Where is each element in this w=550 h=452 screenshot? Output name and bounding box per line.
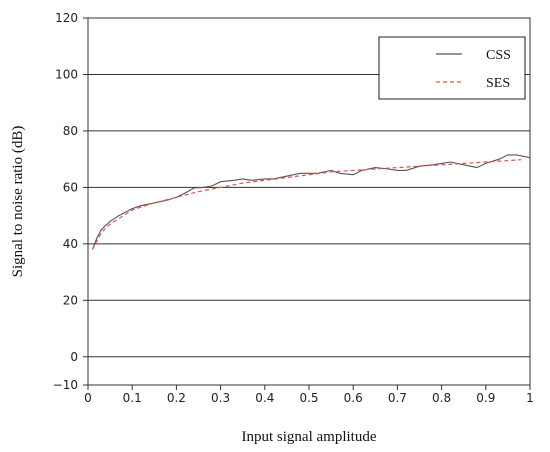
- series-line-ses: [91, 159, 522, 250]
- y-tick-label: −10: [53, 378, 78, 392]
- legend-box: [378, 36, 526, 100]
- x-tick-label: 0.7: [388, 391, 407, 405]
- legend-label-css: CSS: [486, 48, 511, 63]
- x-tick-label: 1: [526, 391, 534, 405]
- y-tick-label: 40: [63, 237, 78, 251]
- legend: CSS SES: [378, 36, 526, 100]
- y-tick-label: 0: [70, 350, 78, 364]
- y-tick-label: 60: [63, 180, 78, 194]
- x-tick-label: 0.3: [211, 391, 230, 405]
- legend-label-ses: SES: [486, 76, 510, 91]
- x-tick-label: 0.4: [255, 391, 274, 405]
- x-axis-label: Input signal amplitude: [242, 429, 377, 445]
- x-tick-label: 0: [84, 391, 92, 405]
- x-tick-label: 0.8: [432, 391, 451, 405]
- gridlines: [88, 73, 530, 358]
- x-tick-label: 0.9: [476, 391, 495, 405]
- y-tick-label: 120: [55, 11, 78, 25]
- x-tick-label: 0.5: [299, 391, 318, 405]
- x-axis-ticks: 0 0.1 0.2 0.3 0.4 0.5 0.6 0.7 0.8 0.9 1: [84, 385, 534, 405]
- y-axis-label: Signal to noise ratio (dB): [10, 126, 26, 278]
- y-tick-label: 20: [63, 293, 78, 307]
- x-tick-label: 0.2: [167, 391, 186, 405]
- y-axis-ticks: 120 100 80 60 40 20 0 −10: [53, 11, 88, 392]
- x-tick-label: 0.6: [344, 391, 363, 405]
- y-tick-label: 100: [55, 67, 78, 81]
- x-tick-label: 0.1: [123, 391, 142, 405]
- y-tick-label: 80: [63, 124, 78, 138]
- series-lines: [91, 154, 531, 250]
